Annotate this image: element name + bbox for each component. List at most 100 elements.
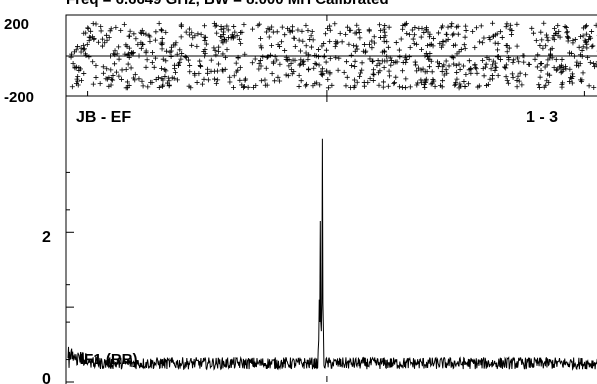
phase-point [419,25,425,31]
phase-point [422,78,428,84]
phase-point [551,65,557,71]
phase-point [393,40,399,46]
phase-point [532,56,538,62]
phase-point [316,47,322,53]
baseline-label: JB - EF [76,109,131,126]
phase-point [514,77,520,83]
phase-point [569,80,575,86]
phase-point [202,23,208,29]
phase-point [106,75,112,81]
phase-point [451,31,457,37]
phase-point [147,34,153,40]
phase-point [110,77,116,83]
phase-point [319,43,325,49]
phase-point [506,45,512,51]
phase-point [472,62,478,68]
phase-point [305,27,311,33]
phase-point [138,45,144,51]
phase-point [367,56,373,62]
phase-point [332,44,338,50]
phase-point [543,32,549,38]
phase-point [104,66,110,72]
phase-point [559,56,565,62]
phase-point [397,84,403,90]
phase-point [166,83,172,89]
phase-point [462,34,468,40]
phase-point [91,36,97,42]
phase-point [306,67,312,73]
phase-point [377,22,383,28]
phase-point [570,73,576,79]
phase-point [499,35,505,41]
phase-point [125,52,131,58]
phase-point [202,37,208,43]
phase-point [422,53,428,59]
phase-point [436,30,442,36]
phase-point [249,60,255,66]
phase-point [386,24,392,30]
phase-point [269,43,275,49]
phase-point [563,25,569,31]
phase-point [381,38,387,44]
phase-point [382,29,388,35]
phase-point [300,38,306,44]
phase-point [290,28,296,34]
phase-point [580,33,586,39]
phase-point [327,56,333,62]
phase-point [265,25,271,31]
phase-point [187,69,193,75]
phase-point [97,81,103,87]
phase-point [123,67,129,73]
phase-point [554,66,560,72]
phase-point [454,24,460,30]
phase-point [416,65,422,71]
phase-point [351,77,357,83]
phase-point [356,27,362,33]
phase-point [586,83,592,89]
phase-point [567,66,573,72]
phase-point [564,29,570,35]
phase-point [303,50,309,56]
phase-point [545,37,551,43]
phase-point [78,77,84,83]
phase-point [353,30,359,36]
phase-point [301,58,307,64]
phase-point [576,63,582,69]
phase-point [468,66,474,72]
phase-point [285,73,291,79]
phase-point [386,73,392,79]
phase-point [534,64,540,70]
phase-point [481,35,487,41]
phase-point [427,51,433,57]
phase-point [387,55,393,61]
phase-point [440,78,446,84]
phase-point [237,65,243,71]
phase-point [98,24,104,30]
phase-point [538,29,544,35]
phase-point [83,30,89,36]
phase-point [90,81,96,87]
phase-point [403,76,409,82]
phase-point [243,76,249,82]
phase-point [378,28,384,34]
phase-point [77,66,83,72]
phase-point [233,69,239,75]
phase-point [282,48,288,54]
phase-point [414,41,420,47]
phase-point [126,45,132,51]
phase-point [557,65,563,71]
phase-point [562,24,568,30]
phase-point [357,35,363,41]
phase-point [75,82,81,88]
phase-point [494,31,500,37]
phase-point [577,60,583,66]
phase-point [159,83,165,89]
phase-point [198,63,204,69]
phase-point [153,29,159,35]
phase-point [371,34,377,40]
phase-point [90,59,96,65]
phase-point [495,73,501,79]
phase-point [440,39,446,45]
phase-point [411,32,417,38]
